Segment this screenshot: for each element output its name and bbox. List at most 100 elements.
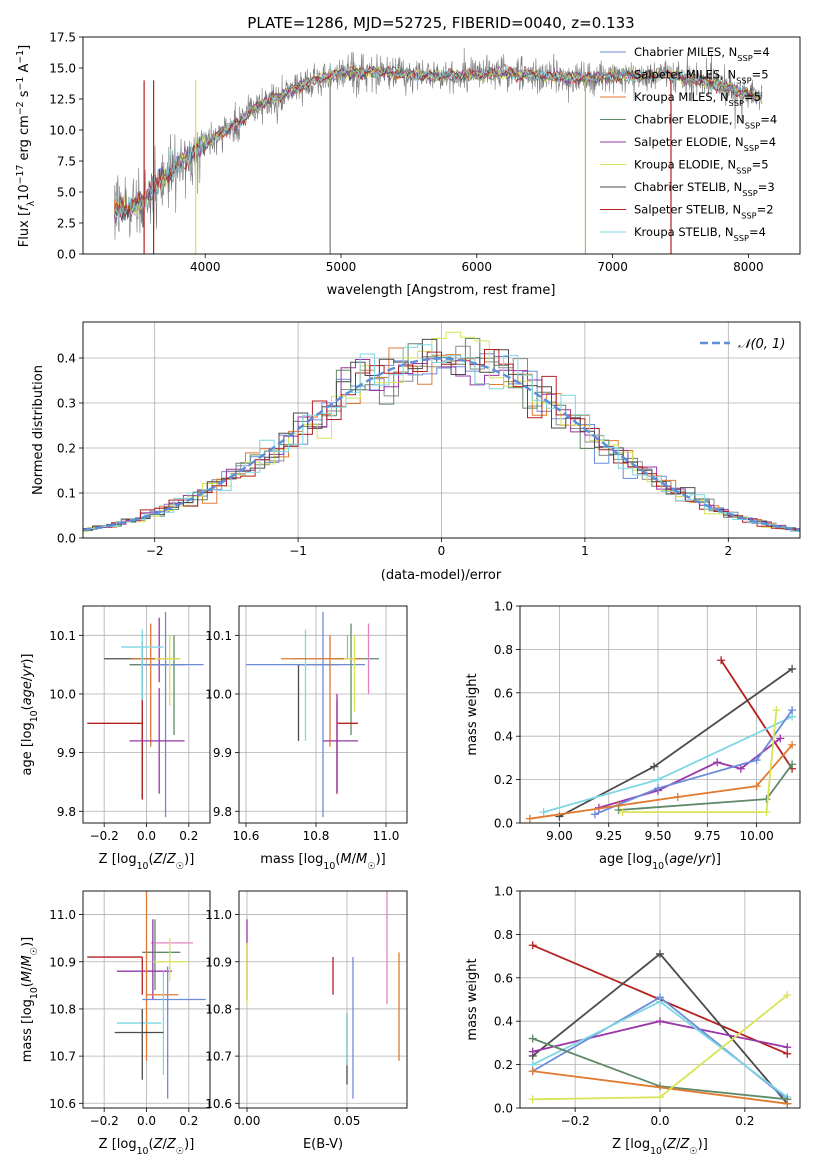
y-tick-label: 17.5 (49, 31, 76, 45)
legend-label: Kroupa ELODIE, NSSP=5 (634, 158, 769, 176)
y-tick-label: 7.5 (57, 155, 76, 169)
y-tick-label: 5.0 (57, 186, 76, 200)
x-axis-label: Z [log10(Z/Z☉)] (99, 1137, 195, 1157)
y-tick-label: 11.0 (49, 908, 76, 922)
y-axis-label: age [log10(age/yr)] (20, 653, 40, 775)
weight-marker (650, 762, 659, 771)
weight-marker (783, 991, 792, 1000)
y-tick-label: 0.2 (57, 442, 76, 456)
x-tick-label: 0.0 (137, 829, 156, 843)
y-tick-label: 11.0 (205, 908, 232, 922)
y-tick-label: 2.5 (57, 217, 76, 231)
residual-histogram (83, 344, 800, 532)
y-tick-label: 10.8 (205, 1002, 232, 1016)
x-tick-label: 0.00 (234, 1114, 261, 1128)
y-tick-label: 0.4 (494, 1015, 513, 1029)
age-vs-metallicity-panel: −0.2 0.0 0.2 9.8 9.9 10.0 10.1 Z [log10(Z/Z☉)] a… (20, 605, 211, 872)
y-tick-label: 9.8 (57, 805, 76, 819)
y-tick-label: 0.2 (494, 1058, 513, 1072)
axes-frame (238, 890, 408, 1109)
figure-title: PLATE=1286, MJD=52725, FIBERID=0040, z=0… (247, 14, 634, 32)
x-axis-label: Z [log10(Z/Z☉)] (99, 852, 195, 872)
weight-marker (783, 1043, 792, 1052)
legend-label: Salpeter MILES, NSSP=5 (634, 68, 769, 86)
x-tick-label: 10.00 (739, 829, 773, 843)
plot-area (113, 48, 763, 254)
y-tick-label: 9.9 (213, 746, 232, 760)
y-tick-label: 0.0 (57, 248, 76, 262)
age-vs-mass-panel: 10.6 10.8 11.0 9.8 9.9 10.0 10.1 mass [log10(M/… (205, 605, 408, 872)
axes-frame (82, 890, 211, 1109)
plot-area (83, 331, 800, 533)
y-tick-label: 10.0 (49, 124, 76, 138)
x-tick-label: 9.75 (694, 829, 721, 843)
weight-marker (762, 795, 771, 804)
weight-line (558, 668, 793, 818)
weight-marker (717, 656, 726, 665)
y-tick-label: 10.6 (49, 1097, 76, 1111)
y-tick-label: 0.4 (57, 352, 76, 366)
y-tick-label: 0.3 (57, 397, 76, 411)
y-tick-label: 0.6 (494, 971, 513, 985)
x-tick-label: 0.2 (179, 1114, 198, 1128)
y-tick-label: 12.5 (49, 93, 76, 107)
y-tick-label: 10.0 (205, 687, 232, 701)
weight-marker (618, 808, 627, 817)
x-tick-label: −1 (289, 544, 307, 558)
x-axis-label: Z [log10(Z/Z☉)] (612, 1137, 708, 1157)
legend-label: Chabrier MILES, NSSP=4 (634, 45, 770, 63)
plot-area (87, 891, 206, 1099)
x-tick-label: −0.2 (561, 1114, 590, 1128)
weight-marker (752, 756, 761, 765)
y-axis-label: Flux [fλ10−17 erg cm−2 s−1 A−1] (15, 45, 37, 247)
x-tick-label: 0.0 (650, 1114, 669, 1128)
spectrum-panel: 4000 5000 6000 7000 8000 0.0 2.5 5.0 7.5 10.0 12.5… (15, 31, 801, 298)
y-tick-label: 9.9 (57, 746, 76, 760)
x-tick-label: 0.0 (137, 1114, 156, 1128)
weight-marker (783, 1099, 792, 1108)
weight-marker (590, 810, 599, 819)
model-spectrum-line (114, 65, 763, 222)
x-tick-label: 0 (438, 544, 446, 558)
y-tick-label: 0.0 (57, 532, 76, 546)
weight-marker (762, 808, 771, 817)
weight-marker (788, 706, 797, 715)
x-tick-label: 10.8 (303, 829, 330, 843)
weight-marker (656, 949, 664, 958)
x-tick-label: −2 (146, 544, 164, 558)
weight-marker (654, 784, 663, 793)
weight-marker (656, 1093, 664, 1102)
x-tick-label: −0.2 (90, 1114, 119, 1128)
y-axis-label: mass weight (465, 958, 480, 1040)
x-tick-label: 1 (581, 544, 589, 558)
weight-marker (528, 1067, 537, 1076)
legend-label: Kroupa STELIB, NSSP=4 (634, 225, 766, 243)
plot-area (246, 891, 400, 1099)
x-tick-label: −0.2 (90, 829, 119, 843)
y-tick-label: 10.7 (205, 1050, 232, 1064)
weight-marker (528, 1047, 537, 1056)
x-tick-label: 5000 (326, 260, 357, 274)
weight-marker (525, 814, 534, 823)
weight-line (720, 659, 793, 770)
x-axis-label: E(B-V) (303, 1137, 343, 1152)
weight-marker (788, 760, 797, 769)
x-tick-label: 0.05 (334, 1114, 361, 1128)
legend-label: Salpeter STELIB, NSSP=2 (634, 203, 774, 221)
y-tick-label: 10.6 (205, 1097, 232, 1111)
y-tick-label: 9.8 (213, 805, 232, 819)
x-tick-label: 0.2 (735, 1114, 754, 1128)
y-axis-label: mass weight (465, 673, 480, 755)
weight-marker (656, 997, 664, 1006)
y-tick-label: 10.9 (49, 955, 76, 969)
y-tick-label: 10.7 (49, 1050, 76, 1064)
y-tick-label: 0.8 (494, 643, 513, 657)
weight-marker (776, 734, 785, 743)
weight-marker (528, 1095, 537, 1104)
y-tick-label: 0.1 (57, 487, 76, 501)
model-spectrum-line (113, 64, 763, 219)
y-tick-label: 1.0 (494, 885, 513, 899)
y-tick-label: 15.0 (49, 62, 76, 76)
x-tick-label: 4000 (190, 260, 221, 274)
axes-frame (238, 605, 408, 824)
